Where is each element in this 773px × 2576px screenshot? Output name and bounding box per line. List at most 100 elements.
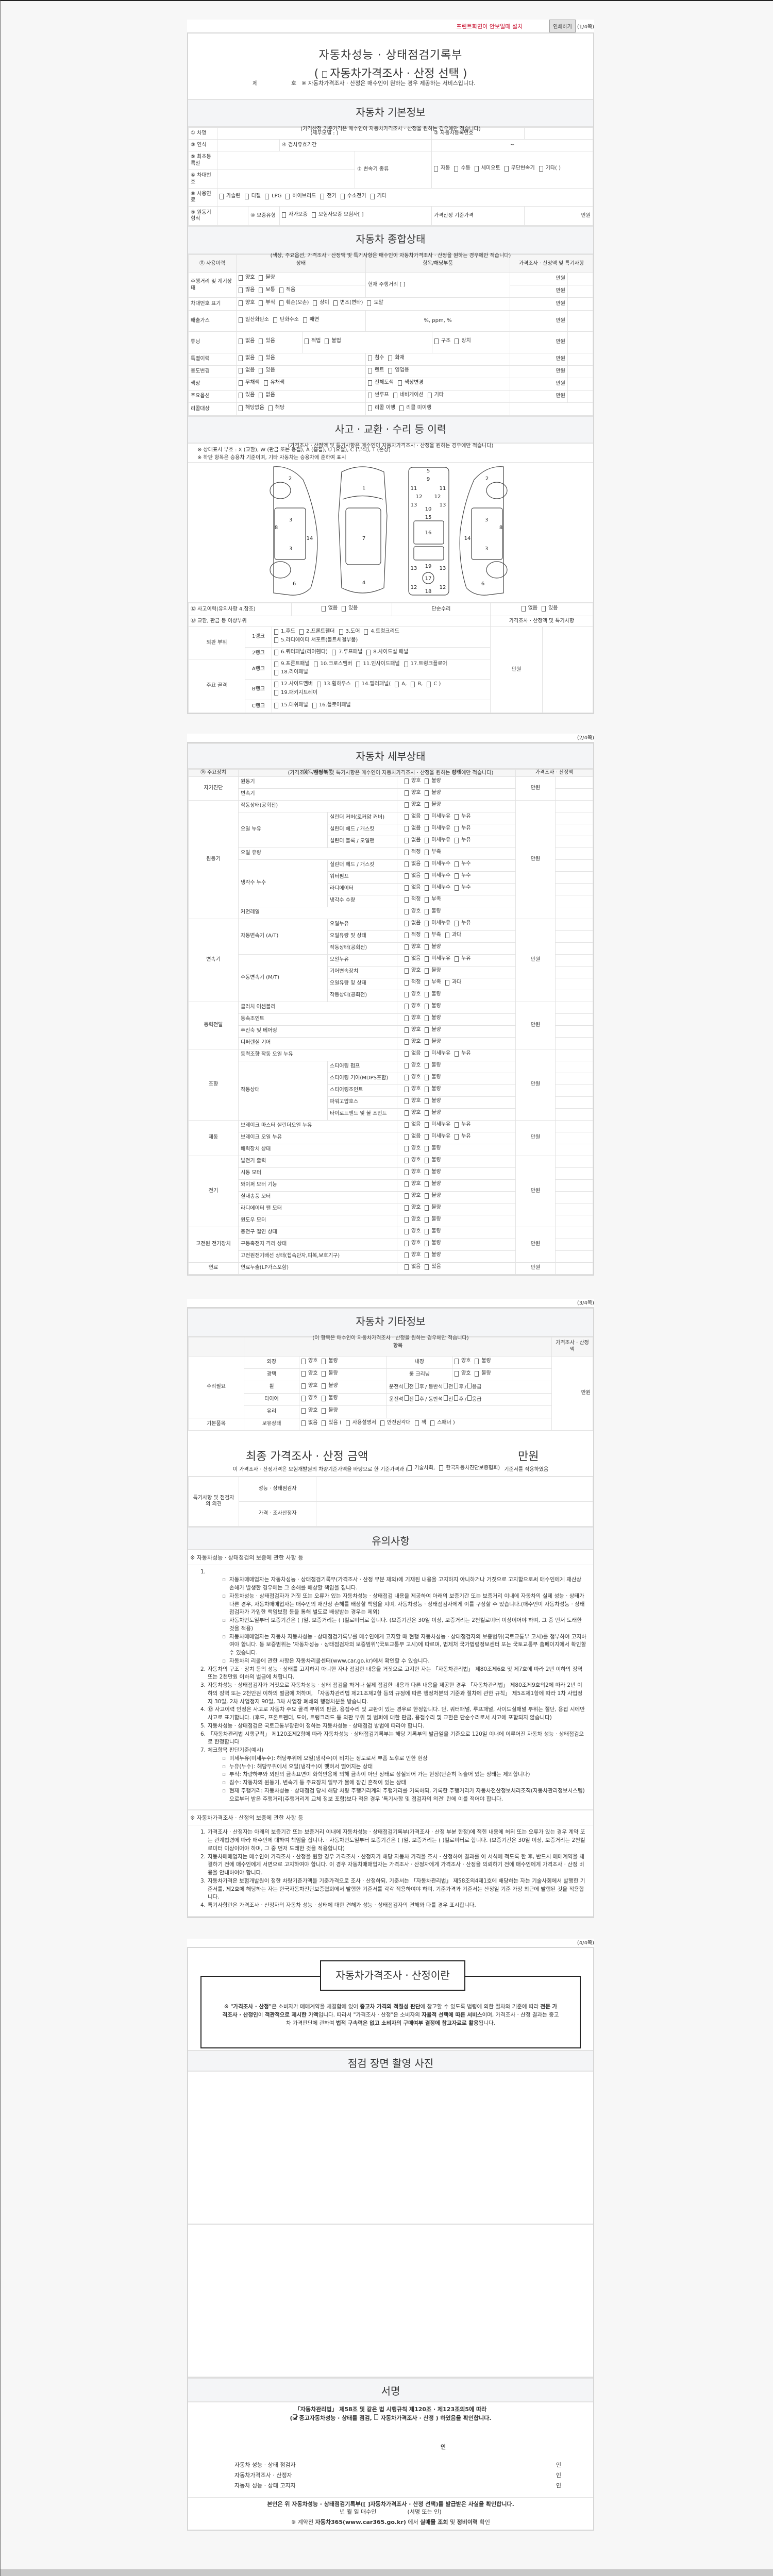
- checkbox-icon[interactable]: [405, 1134, 409, 1140]
- checkbox-icon[interactable]: [322, 1383, 326, 1389]
- checkbox-option[interactable]: 불량: [425, 968, 441, 974]
- position-option[interactable]: 후: [414, 1395, 424, 1402]
- checkbox-option[interactable]: 불량: [425, 1145, 441, 1152]
- note-field[interactable]: [555, 1155, 593, 1168]
- checkbox-icon[interactable]: [455, 1358, 459, 1364]
- vin-field[interactable]: [217, 170, 355, 189]
- checkbox-option[interactable]: 미세누유: [425, 1050, 450, 1057]
- checkbox-icon[interactable]: [368, 355, 372, 362]
- checkbox-option[interactable]: 불량: [425, 1027, 441, 1033]
- checkbox-option[interactable]: 전체도색: [368, 380, 394, 386]
- checkbox-option[interactable]: 양호: [405, 1074, 421, 1081]
- note-field[interactable]: [555, 965, 593, 978]
- checkbox-option[interactable]: 18.리어패널: [274, 669, 308, 676]
- position-option[interactable]: 응급: [467, 1383, 481, 1390]
- checkbox-icon[interactable]: [425, 1063, 429, 1069]
- checkbox-option[interactable]: 없음: [405, 1264, 421, 1270]
- checkbox-icon[interactable]: [380, 1420, 384, 1426]
- note-field[interactable]: [555, 1226, 593, 1239]
- checkbox-option[interactable]: 없음: [405, 956, 421, 962]
- checkbox-icon[interactable]: [405, 1075, 409, 1081]
- checkbox-icon[interactable]: [239, 338, 243, 345]
- position-option[interactable]: 후: [414, 1383, 424, 1390]
- checkbox-option[interactable]: 없음: [521, 605, 537, 612]
- checkbox-option[interactable]: 네비게이션: [393, 392, 424, 399]
- checkbox-icon[interactable]: [425, 956, 429, 962]
- checkbox-option[interactable]: 14.필러패널(: [355, 681, 391, 688]
- note-field[interactable]: [555, 1060, 593, 1073]
- checkbox-icon[interactable]: [368, 368, 372, 374]
- checkbox-icon[interactable]: [405, 778, 409, 785]
- price-field[interactable]: 만원: [510, 331, 568, 353]
- checkbox-icon[interactable]: [282, 212, 286, 218]
- price-field[interactable]: 만원: [515, 1155, 556, 1227]
- checkbox-icon[interactable]: [274, 690, 278, 696]
- position-option[interactable]: 응급: [467, 1395, 481, 1402]
- checkbox-option[interactable]: 16.플로어패널: [312, 702, 351, 709]
- checkbox-option[interactable]: 렌트: [368, 367, 384, 374]
- checkbox-icon[interactable]: [455, 1051, 459, 1057]
- note-field[interactable]: [567, 353, 593, 366]
- checkbox-option[interactable]: 영업용: [388, 367, 409, 374]
- checkbox-option[interactable]: 있음: [342, 605, 358, 612]
- checkbox-icon[interactable]: [455, 885, 459, 891]
- checkbox-icon[interactable]: [405, 1229, 409, 1235]
- checkbox-option[interactable]: 누유: [455, 1122, 471, 1128]
- checkbox-option[interactable]: 무채색: [239, 380, 260, 386]
- checkbox-icon[interactable]: [397, 380, 402, 386]
- checkbox-option[interactable]: 해당없음: [239, 405, 264, 412]
- checked-checkbox-icon[interactable]: [292, 2414, 297, 2420]
- checkbox-option[interactable]: 없음: [405, 1050, 421, 1057]
- checkbox-icon[interactable]: [504, 166, 509, 172]
- checkbox-option[interactable]: 양호: [405, 1015, 421, 1022]
- price-field[interactable]: 만원: [510, 285, 568, 298]
- checkbox-icon[interactable]: [274, 682, 278, 687]
- checkbox-icon[interactable]: [259, 300, 263, 306]
- checkbox-option[interactable]: 양호: [405, 1145, 421, 1152]
- checkbox-icon[interactable]: [404, 661, 408, 667]
- checkbox-icon[interactable]: [370, 193, 375, 199]
- checkbox-icon[interactable]: [274, 661, 278, 667]
- base-price-field[interactable]: 만원: [524, 206, 593, 226]
- checkbox-option[interactable]: 없음: [301, 1420, 317, 1427]
- checkbox-option[interactable]: 미세누유: [425, 1133, 450, 1140]
- checkbox-option[interactable]: 미세누유: [425, 837, 450, 844]
- note-field[interactable]: [567, 310, 593, 332]
- checkbox-option[interactable]: 불량: [425, 1110, 441, 1116]
- checkbox-option[interactable]: 6.쿼터패널(리어휀다): [274, 649, 328, 656]
- checkbox-icon[interactable]: [388, 368, 393, 374]
- checkbox-option[interactable]: 없음: [239, 355, 255, 362]
- checkbox-option[interactable]: 양호: [405, 991, 421, 998]
- checkbox-icon[interactable]: [454, 166, 459, 172]
- checkbox-option[interactable]: 불량: [425, 1169, 441, 1176]
- checkbox-icon[interactable]: [474, 166, 479, 172]
- checkbox-icon[interactable]: [321, 605, 326, 612]
- checkbox-icon[interactable]: [405, 992, 409, 998]
- checkbox-icon[interactable]: [239, 317, 243, 323]
- checkbox-option[interactable]: 불량: [425, 1157, 441, 1164]
- checkbox-option[interactable]: 기술사회,: [408, 1465, 435, 1471]
- checkbox-option[interactable]: 양호: [405, 1039, 421, 1045]
- checkbox-option[interactable]: 17.트렁크플로어: [404, 661, 447, 668]
- checkbox-option[interactable]: 7.루프패널: [331, 649, 362, 656]
- checkbox-icon[interactable]: [454, 1395, 459, 1401]
- checkbox-icon[interactable]: [405, 790, 409, 796]
- checkbox-icon[interactable]: [299, 629, 304, 635]
- checkbox-icon[interactable]: [268, 405, 273, 411]
- note-field[interactable]: [567, 285, 593, 298]
- checkbox-icon[interactable]: [425, 1229, 429, 1235]
- checkbox-option[interactable]: 누유: [455, 825, 471, 832]
- checkbox-option[interactable]: 양호: [405, 778, 421, 785]
- checkbox-icon[interactable]: [430, 1420, 435, 1426]
- checkbox-icon[interactable]: [425, 897, 429, 903]
- reg-number-field[interactable]: [524, 127, 593, 140]
- checkbox-icon[interactable]: [445, 980, 449, 986]
- checkbox-option[interactable]: 11.인사이드패널: [356, 661, 400, 668]
- checkbox-option[interactable]: 부족: [425, 979, 441, 986]
- price-field[interactable]: 만원: [510, 297, 568, 311]
- checkbox-icon[interactable]: [405, 956, 409, 962]
- checkbox-option[interactable]: 양호: [405, 908, 421, 915]
- checkbox-option[interactable]: 불량: [425, 908, 441, 915]
- checkbox-option[interactable]: 불량: [425, 1240, 441, 1247]
- checkbox-icon[interactable]: [331, 649, 336, 655]
